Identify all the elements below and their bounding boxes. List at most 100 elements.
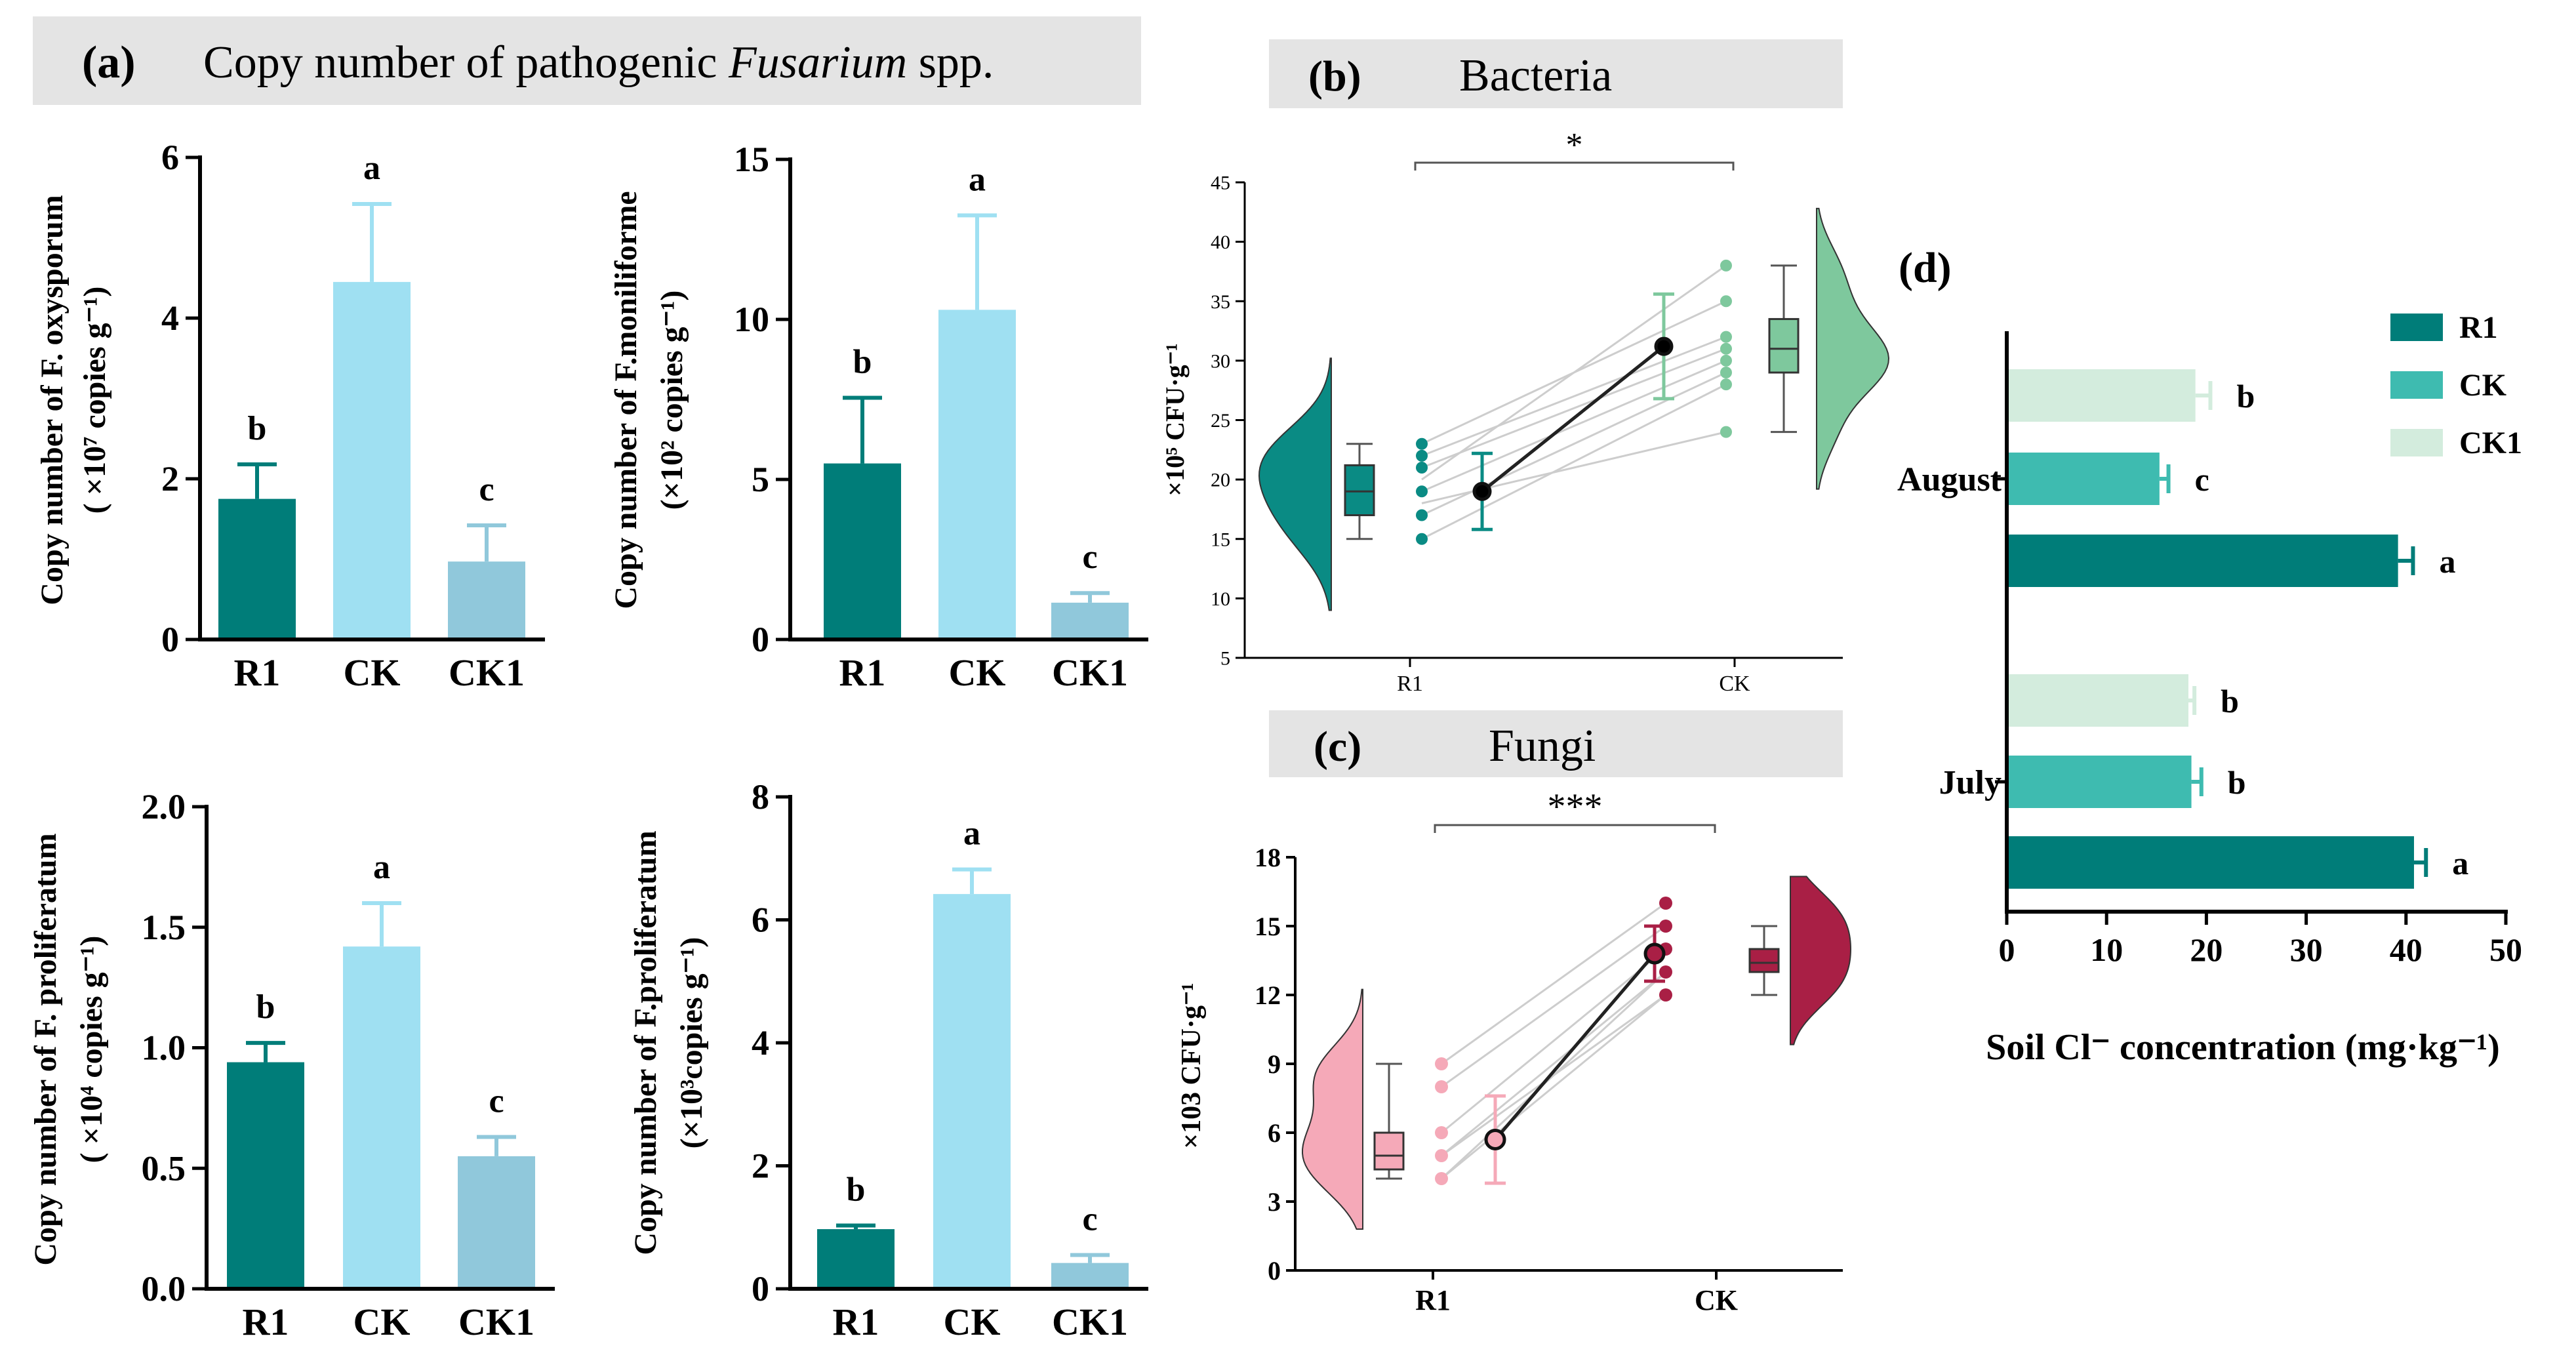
significance-letter: a: [373, 849, 390, 886]
legend-label-ck: CK: [2459, 368, 2506, 403]
y-axis-label: Copy number of F.moniliforme: [609, 191, 643, 609]
panel-c-letter: (c): [1314, 723, 1361, 771]
x-tick-label: 20: [2190, 931, 2223, 968]
ck-mean-point: [1654, 336, 1674, 356]
ck-point: [1720, 331, 1732, 343]
y-tick-label: 9: [1268, 1049, 1281, 1079]
legend-swatch-r1: [2390, 314, 2443, 341]
panel-a-title-suffix: spp.: [907, 37, 994, 88]
y-tick-label: 0: [1268, 1256, 1281, 1286]
bar-ck: [333, 281, 411, 639]
y-tick-label: 0: [752, 1269, 769, 1308]
r1-point: [1416, 462, 1428, 474]
ck-point: [1659, 965, 1672, 979]
mean-connector: [1494, 952, 1656, 1141]
y-tick-label: 1.5: [142, 908, 186, 947]
r1-box: [1373, 1131, 1405, 1171]
r1-point: [1435, 1126, 1448, 1139]
bar-r1: [227, 1062, 304, 1289]
y-tick-label: 35: [1211, 291, 1230, 313]
panel-c-header-band: [1269, 710, 1843, 777]
chart-d: a c b August a b b July 0 10 20 30 40 50 Soil Cl⁻ conc…: [1897, 310, 2522, 1068]
x-tick-label: R1: [1397, 672, 1423, 696]
significance-mark: *: [1566, 127, 1583, 164]
y-tick-label: 6: [1268, 1118, 1281, 1148]
significance-letter: c: [489, 1082, 504, 1120]
mean-connector: [1481, 345, 1665, 493]
panel-a-title-prefix: Copy number of pathogenic: [203, 37, 729, 88]
r1-point: [1416, 449, 1428, 462]
paired-line: [1441, 902, 1666, 1065]
y-axis-label-unit: ( ×10⁴ copies g⁻¹): [74, 936, 109, 1164]
significance-letter: c: [2195, 461, 2209, 498]
y-tick-label: 0: [752, 620, 769, 659]
y-tick-label: 25: [1211, 410, 1230, 432]
x-tick-label: CK1: [449, 651, 525, 694]
panel-a-title: Copy number of pathogenic Fusarium spp.: [203, 37, 994, 88]
bar-r1: [218, 498, 296, 639]
panel-b-header-band: [1269, 39, 1843, 108]
y-tick-label: 0.5: [142, 1148, 186, 1188]
significance-letter: b: [256, 988, 275, 1026]
x-tick-label: R1: [833, 1301, 879, 1343]
ck-point: [1659, 897, 1672, 910]
ck-point: [1720, 354, 1732, 367]
significance-letter: b: [2221, 683, 2239, 719]
bar-july-r1: [2007, 836, 2414, 889]
x-tick-label: R1: [234, 651, 281, 694]
x-tick-label: CK: [944, 1301, 1001, 1343]
significance-bracket: [1414, 161, 1735, 171]
r1-density-half-violin: [1258, 357, 1332, 611]
bar-july-ck1: [2007, 674, 2189, 727]
y-tick-label: 0: [161, 620, 179, 659]
bar-july-ck: [2007, 756, 2192, 808]
y-axis-label: ×10⁵ CFU·g⁻¹: [1160, 343, 1190, 496]
r1-box: [1344, 464, 1375, 516]
y-tick-label: 20: [1211, 470, 1230, 491]
r1-mean-point: [1472, 481, 1492, 501]
x-tick-label: CK: [353, 1301, 411, 1343]
y-axis-label-unit: ( ×10⁷ copies g⁻¹): [77, 287, 112, 514]
chart-a2: b R1 a CK c CK1 0 5 10 15 Copy number of F.monilif…: [609, 140, 1148, 694]
chart-c: 0 3 6 9 12 15 18 R1 CK ×103 CFU·g⁻¹ ***: [1177, 786, 1852, 1316]
y-tick-label: 5: [1220, 648, 1230, 670]
significance-mark: ***: [1548, 786, 1603, 827]
bar-ck: [343, 946, 420, 1289]
y-tick-label: 1.0: [142, 1028, 186, 1068]
significance-letter: a: [2439, 543, 2455, 580]
paired-line: [1441, 948, 1666, 1134]
y-axis-label: Copy number of F. proliferatum: [28, 833, 63, 1265]
paired-line: [1421, 371, 1727, 516]
chart-b: 5 10 15 20 25 30 35 40 45 R1 CK ×10⁵ CFU·g⁻¹ *: [1160, 127, 1890, 696]
r1-point: [1416, 485, 1428, 498]
panel-b-title: Bacteria: [1459, 51, 1612, 101]
significance-letter: b: [2228, 764, 2246, 801]
chart-a4: b R1 a CK c CK1 0 2 4 6 8 Copy number of F.prolifer…: [628, 777, 1148, 1343]
significance-letter: a: [963, 815, 980, 853]
panel-d-letter: (d): [1899, 244, 1952, 292]
y-axis-label: ×103 CFU·g⁻¹: [1177, 982, 1207, 1149]
r1-density-half-violin: [1301, 988, 1363, 1230]
ck-box: [1768, 317, 1800, 374]
ck-box: [1748, 948, 1780, 973]
y-tick-label: 2: [161, 459, 179, 498]
chart-a1: b R1 a CK c CK1 0 2 4 6 Copy number of F. oxysporu…: [35, 138, 545, 694]
chart-a3: b R1 a CK c CK1 0.0 0.5 1.0 1.5 2.0 Copy number of …: [28, 787, 555, 1343]
y-axis-label: Copy number of F. oxysporum: [35, 195, 70, 605]
y-tick-label: 15: [734, 140, 769, 179]
y-tick-label: 6: [752, 901, 769, 940]
y-tick-label: 4: [161, 298, 179, 338]
x-tick-label: 10: [2090, 931, 2123, 968]
bar-august-ck: [2007, 453, 2160, 505]
r1-point: [1435, 1149, 1448, 1162]
y-tick-label: 2: [752, 1146, 769, 1186]
y-tick-label: 18: [1255, 843, 1281, 872]
panel-b-letter: (b): [1308, 52, 1361, 100]
ck-density-half-violin: [1790, 876, 1852, 1045]
y-tick-label: 10: [1211, 588, 1230, 610]
significance-letter: a: [2452, 845, 2468, 881]
r1-point: [1435, 1057, 1448, 1070]
x-tick-label: CK1: [458, 1301, 534, 1343]
r1-point: [1416, 533, 1428, 545]
